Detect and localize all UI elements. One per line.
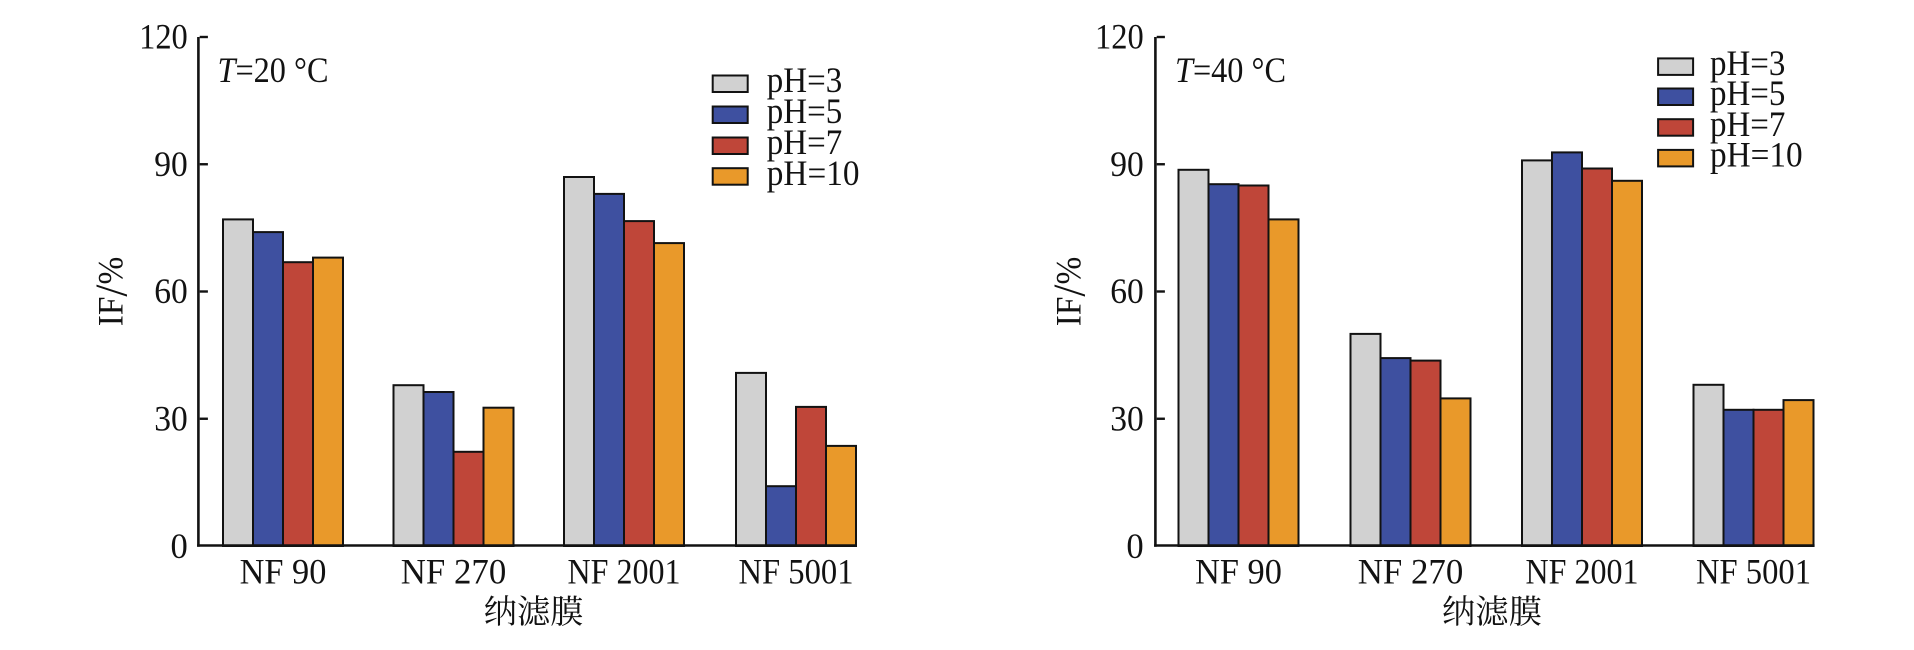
svg-text:90: 90 bbox=[1110, 144, 1144, 184]
svg-text:pH=3: pH=3 bbox=[767, 60, 842, 100]
svg-text:pH=5: pH=5 bbox=[1710, 73, 1785, 113]
svg-text:T=20 °C: T=20 °C bbox=[218, 50, 329, 90]
svg-text:pH=10: pH=10 bbox=[1710, 135, 1803, 175]
svg-text:pH=7: pH=7 bbox=[1710, 104, 1785, 144]
svg-text:60: 60 bbox=[154, 271, 188, 311]
svg-text:NF 270: NF 270 bbox=[1358, 552, 1464, 592]
svg-text:NF 5001: NF 5001 bbox=[1696, 552, 1811, 592]
svg-text:pH=5: pH=5 bbox=[767, 91, 842, 131]
svg-text:NF 90: NF 90 bbox=[240, 552, 327, 592]
svg-text:NF 2001: NF 2001 bbox=[1526, 552, 1639, 592]
svg-text:0: 0 bbox=[171, 526, 188, 566]
svg-text:pH=7: pH=7 bbox=[767, 122, 842, 162]
svg-text:IF/%: IF/% bbox=[1044, 257, 1095, 327]
svg-text:IF/%: IF/% bbox=[86, 257, 137, 327]
svg-text:0: 0 bbox=[1126, 526, 1143, 566]
svg-text:60: 60 bbox=[1110, 271, 1144, 311]
svg-text:120: 120 bbox=[1095, 17, 1144, 57]
svg-text:pH=10: pH=10 bbox=[767, 153, 860, 193]
svg-text:NF 5001: NF 5001 bbox=[739, 552, 854, 592]
svg-text:120: 120 bbox=[139, 17, 188, 57]
svg-text:pH=3: pH=3 bbox=[1710, 43, 1785, 83]
svg-text:30: 30 bbox=[154, 398, 188, 438]
svg-text:NF 90: NF 90 bbox=[1195, 552, 1282, 592]
svg-text:T=40 °C: T=40 °C bbox=[1175, 50, 1286, 90]
svg-text:NF 270: NF 270 bbox=[401, 552, 507, 592]
svg-text:90: 90 bbox=[154, 144, 188, 184]
svg-text:30: 30 bbox=[1110, 398, 1144, 438]
svg-text:NF 2001: NF 2001 bbox=[568, 552, 681, 592]
